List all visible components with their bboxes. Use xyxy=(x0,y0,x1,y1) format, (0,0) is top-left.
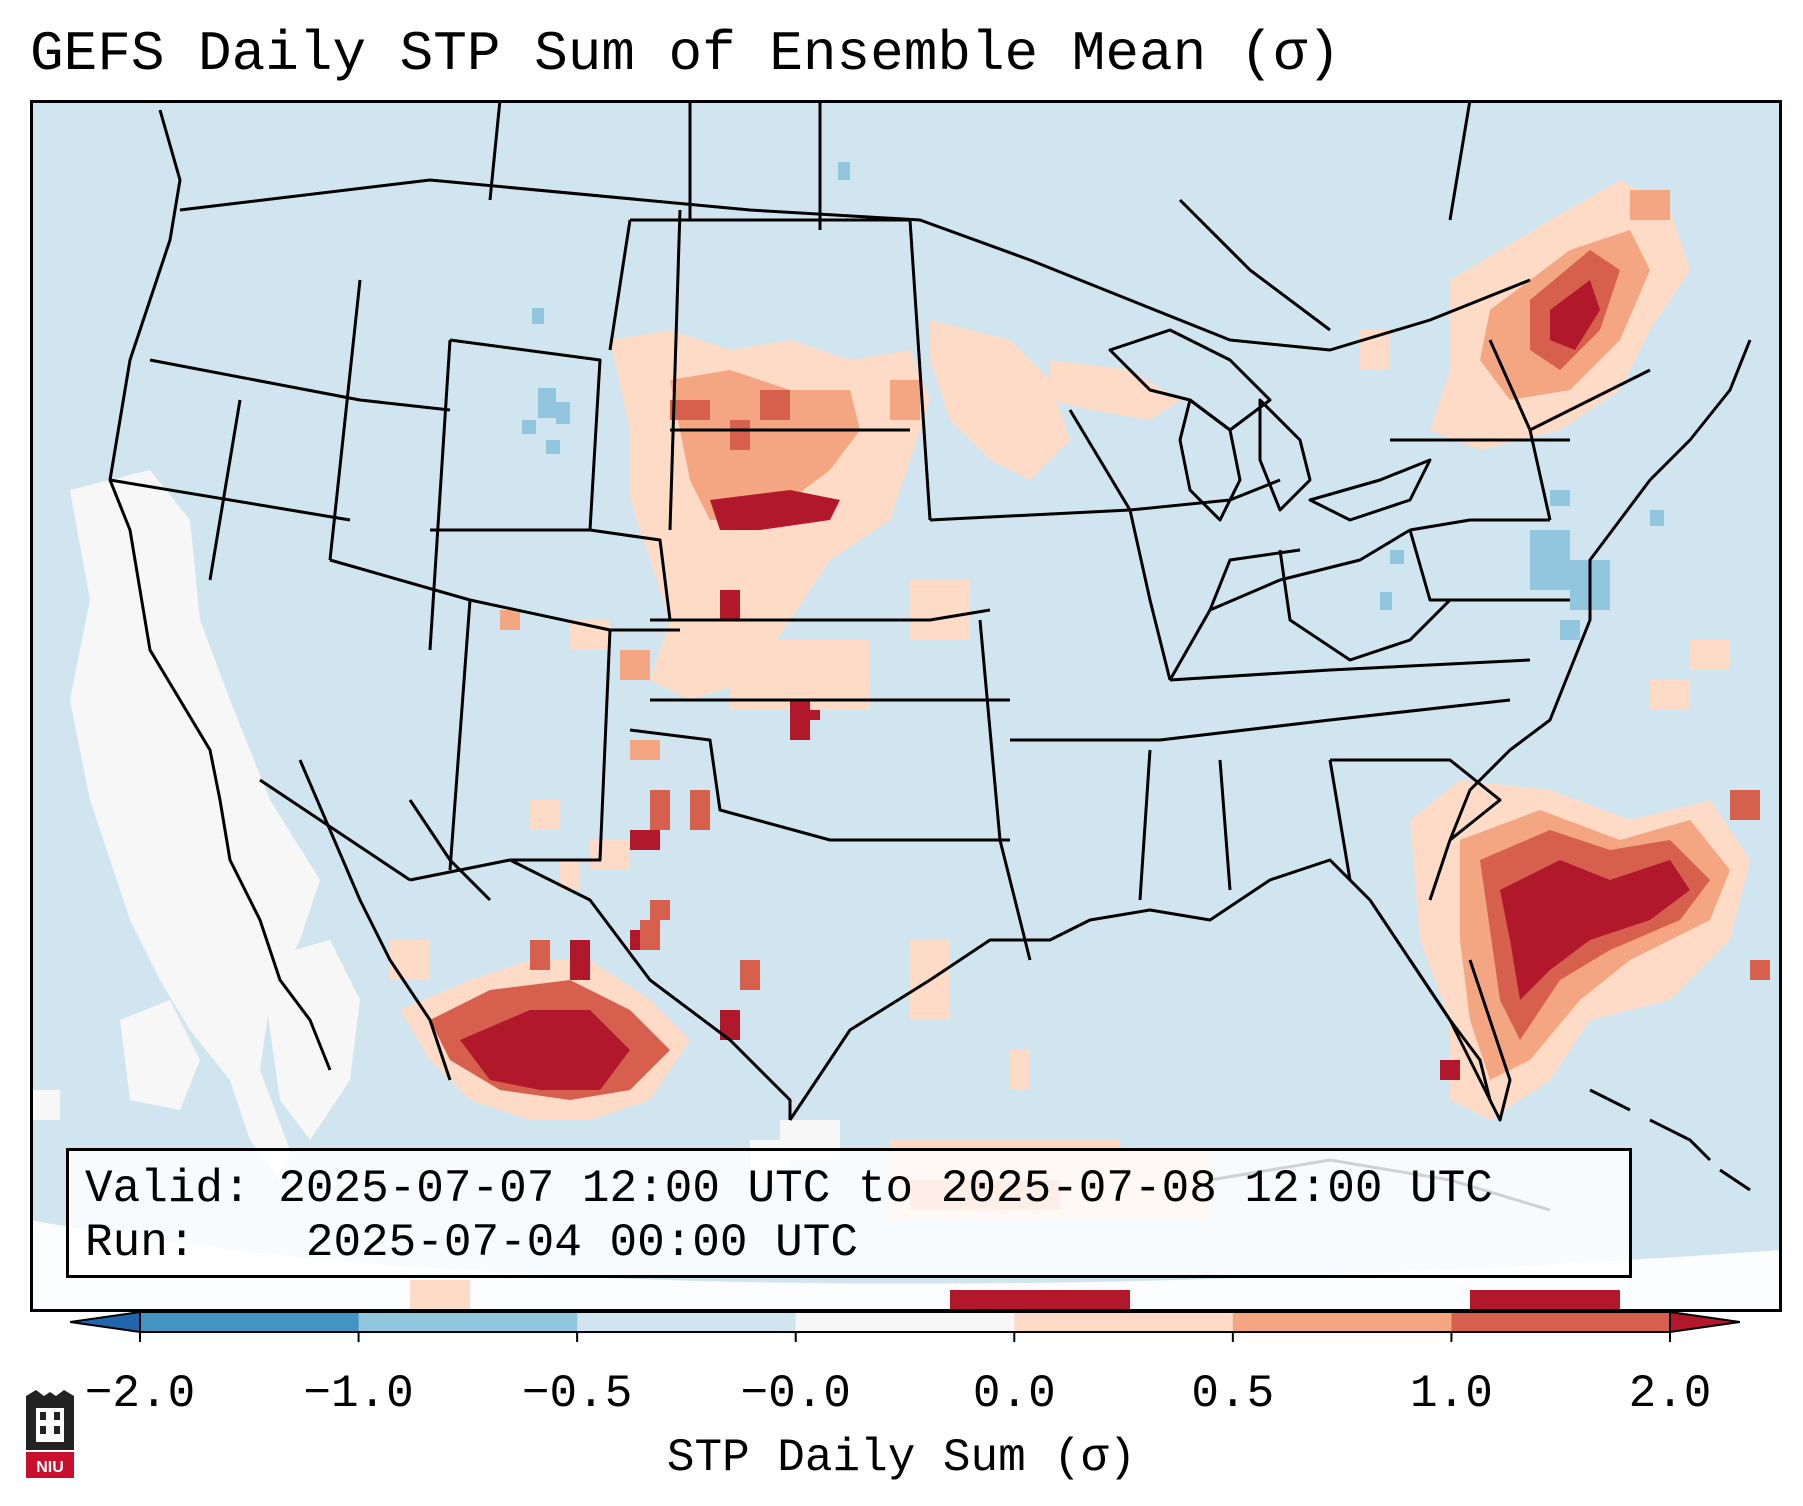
colorbar-extend-low xyxy=(69,1310,141,1334)
pacific-white-region xyxy=(30,470,840,1180)
colorbar-tick-label: −0.5 xyxy=(521,1368,633,1420)
colorbar-tick-label: −2.0 xyxy=(84,1368,196,1420)
map-border xyxy=(30,100,1782,1312)
valid-label: Valid: xyxy=(85,1163,251,1215)
valid-time-line: Valid: 2025-07-07 12:00 UTC to 2025-07-0… xyxy=(85,1163,1493,1215)
colorbar-tick-label: 2.0 xyxy=(1628,1368,1712,1420)
run-value: 2025-07-04 00:00 UTC xyxy=(305,1217,858,1269)
niu-logo-icon: NIU xyxy=(26,1390,74,1478)
colorbar-tick-label: −0.0 xyxy=(740,1368,851,1420)
valid-value: 2025-07-07 12:00 UTC to 2025-07-08 12:00… xyxy=(278,1163,1493,1215)
map-canvas xyxy=(30,100,1782,1312)
colorbar-segment xyxy=(795,1312,1015,1332)
negative-patches xyxy=(522,162,1664,640)
colorbar xyxy=(69,1310,1741,1368)
run-time-line: Run: 2025-07-04 00:00 UTC xyxy=(85,1217,858,1269)
page-title: GEFS Daily STP Sum of Ensemble Mean (σ) xyxy=(30,22,1341,86)
colorbar-tick-label: 1.0 xyxy=(1410,1368,1493,1420)
valid-run-info-box: Valid: 2025-07-07 12:00 UTC to 2025-07-0… xyxy=(66,1148,1632,1278)
colorbar-tick-label: −1.0 xyxy=(303,1368,414,1420)
southwest-signal xyxy=(500,610,1030,1090)
colorbar-extend-high xyxy=(1669,1310,1741,1334)
logo-text: NIU xyxy=(36,1459,64,1476)
colorbar-segment xyxy=(1014,1312,1234,1332)
colorbar-segment xyxy=(1232,1312,1452,1332)
colorbar-outline xyxy=(139,1311,1671,1333)
colorbar-segment xyxy=(140,1312,360,1332)
colorbar-tick-label: 0.5 xyxy=(1191,1368,1275,1420)
colorbar-segment xyxy=(358,1312,578,1332)
run-label: Run: xyxy=(85,1217,196,1269)
niu-logo: NIU xyxy=(22,1390,78,1482)
mexico-maximum xyxy=(390,900,760,1120)
colorbar-svg xyxy=(69,1310,1741,1342)
northeast-maximum xyxy=(1360,180,1690,450)
colorbar-label: STP Daily Sum (σ) xyxy=(666,1432,1137,1484)
colorbar-segment xyxy=(1451,1312,1671,1332)
colorbar-segment xyxy=(577,1312,797,1332)
map-panel xyxy=(30,100,1782,1312)
colorbar-tick-label: 0.0 xyxy=(972,1368,1056,1420)
